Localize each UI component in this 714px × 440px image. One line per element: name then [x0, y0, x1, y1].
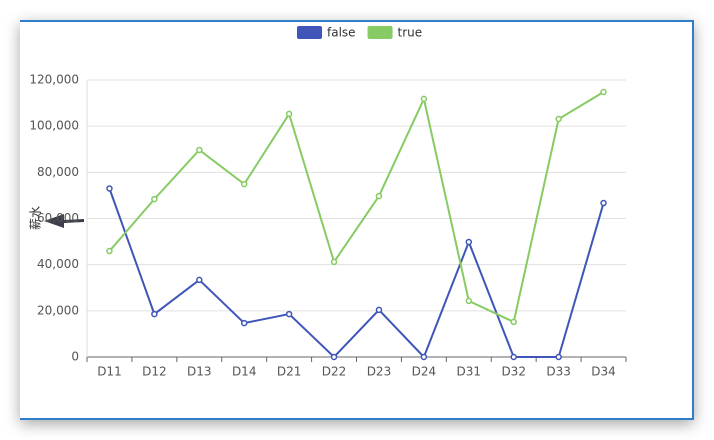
- pointer-arrow: [44, 214, 84, 228]
- point: [151, 310, 158, 318]
- x-tick-label: D12: [142, 365, 167, 379]
- y-tick-label: 80,000: [37, 165, 79, 179]
- x-tick-label: D23: [367, 365, 392, 379]
- x-tick-label: D11: [97, 365, 122, 379]
- point: [420, 95, 428, 103]
- legend-swatch: [367, 26, 393, 39]
- point: [240, 180, 248, 188]
- y-tick-label: 0: [71, 350, 79, 364]
- point: [330, 258, 338, 266]
- y-tick-label: 60,000: [37, 211, 79, 225]
- legend-swatch: [297, 26, 322, 39]
- point: [600, 88, 607, 96]
- y-tick-label: 100,000: [29, 119, 79, 133]
- y-axis-label: 薪水: [29, 206, 43, 230]
- x-tick-label: D13: [187, 365, 212, 379]
- point: [420, 353, 428, 361]
- x-tick-label: D22: [322, 365, 347, 379]
- x-tick-label: D31: [457, 365, 482, 379]
- point: [240, 319, 248, 327]
- point: [106, 247, 113, 255]
- y-tick-label: 120,000: [29, 73, 79, 87]
- y-tick-label: 40,000: [37, 257, 79, 271]
- x-tick-label: D33: [546, 365, 571, 379]
- y-tick-label: 20,000: [37, 303, 79, 317]
- point: [285, 110, 293, 118]
- point: [510, 353, 517, 361]
- x-tick-label: D24: [412, 365, 437, 379]
- point: [600, 199, 607, 207]
- window: [20, 20, 694, 420]
- point: [151, 195, 158, 203]
- series-line: [108, 91, 605, 324]
- point: [465, 297, 473, 305]
- point: [375, 192, 383, 200]
- point: [106, 185, 113, 192]
- point: [285, 310, 293, 318]
- point: [555, 353, 562, 361]
- point: [196, 276, 203, 284]
- point: [555, 115, 562, 123]
- point: [510, 318, 517, 326]
- x-tick-label: D21: [277, 365, 302, 379]
- point: [465, 238, 473, 246]
- x-tick-label: D14: [232, 365, 257, 379]
- point: [196, 146, 203, 154]
- point: [375, 306, 383, 314]
- legend-label: true: [398, 26, 423, 40]
- point: [330, 353, 338, 361]
- x-tick-label: D34: [591, 365, 616, 379]
- x-tick-label: D32: [501, 365, 526, 379]
- series-line: [108, 188, 605, 359]
- legend-label: false: [327, 26, 356, 40]
